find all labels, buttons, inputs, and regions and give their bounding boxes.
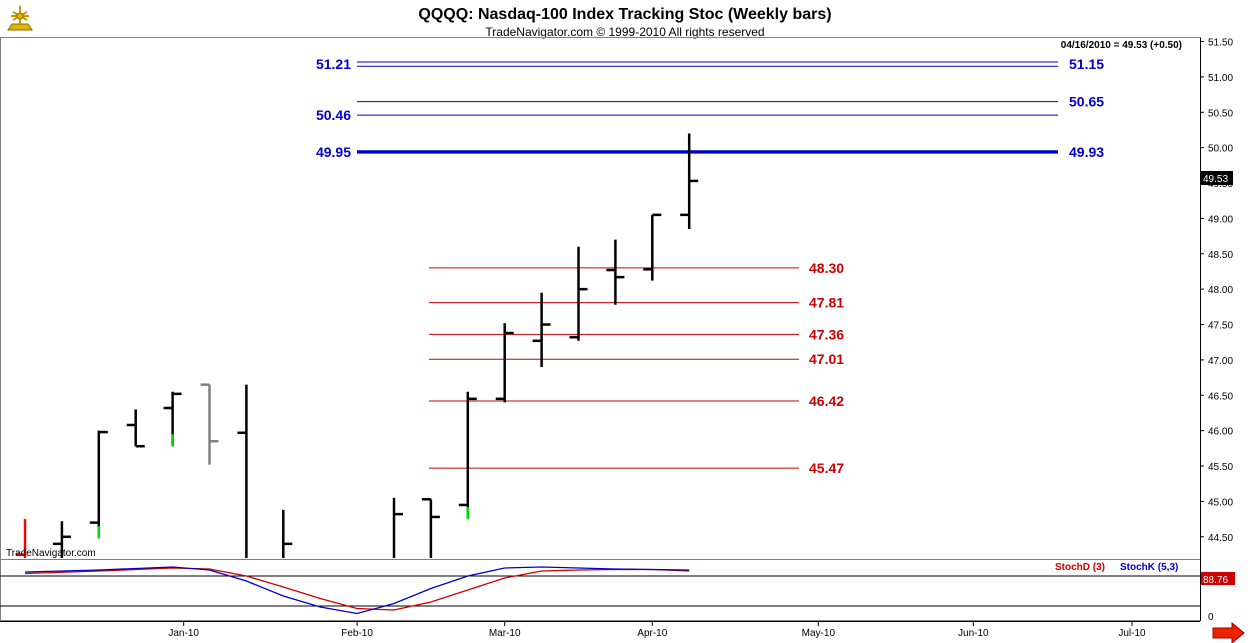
ohlc-bar bbox=[163, 391, 182, 447]
copyright-text: TradeNavigator.com © 1999-2010 All right… bbox=[485, 25, 764, 39]
ohlc-bar bbox=[200, 383, 219, 465]
support-label: 47.81 bbox=[809, 295, 844, 311]
ohlc-bar bbox=[421, 498, 440, 558]
date-tick-label: Feb-10 bbox=[341, 628, 373, 639]
date-axis: Jan-10 Feb-10 Mar-10 Apr-10 May-10 Jun-10 Jul-… bbox=[168, 621, 1146, 639]
price-tick-label: 46.00 bbox=[1208, 427, 1233, 438]
date-tick-label: Mar-10 bbox=[489, 628, 521, 639]
stoch-value-label: 88.76 bbox=[1203, 575, 1228, 586]
ohlc-bar bbox=[569, 246, 588, 341]
ohlc-bar bbox=[282, 509, 293, 558]
price-tick-label: 46.50 bbox=[1208, 391, 1233, 402]
price-tick-label: 48.50 bbox=[1208, 250, 1233, 261]
price-axis: 44.50 45.00 45.50 46.00 46.50 47.00 47.50 48.00… bbox=[1200, 38, 1233, 621]
scroll-right-arrow-icon[interactable] bbox=[1212, 621, 1245, 643]
ohlc-bar bbox=[606, 239, 625, 305]
stoch-value-box bbox=[1201, 572, 1235, 585]
price-tick-label: 51.50 bbox=[1208, 38, 1233, 49]
ohlc-bar bbox=[237, 384, 248, 558]
resistance-label-left: 49.95 bbox=[316, 144, 351, 160]
resistance-label-right: 50.65 bbox=[1069, 94, 1104, 110]
resistance-label-left: 51.21 bbox=[316, 56, 351, 72]
last-price-info: 04/16/2010 = 49.53 (+0.50) bbox=[1061, 40, 1182, 51]
ohlc-bar bbox=[52, 521, 71, 558]
watermark: TradeNavigator.com bbox=[6, 548, 96, 559]
date-tick-label: Jan-10 bbox=[168, 628, 199, 639]
support-label: 45.47 bbox=[809, 460, 844, 476]
ohlc-bar bbox=[392, 497, 403, 558]
date-tick-label: May-10 bbox=[802, 628, 836, 639]
ohlc-bar bbox=[643, 213, 662, 281]
price-tick-label: 47.00 bbox=[1208, 356, 1233, 367]
logo-icon[interactable] bbox=[4, 4, 36, 36]
price-tick-label: 49.00 bbox=[1208, 214, 1233, 225]
support-label: 48.30 bbox=[809, 260, 844, 276]
ohlc-bar bbox=[126, 409, 145, 448]
support-label: 47.01 bbox=[809, 351, 844, 367]
stoch-d-line bbox=[24, 567, 690, 611]
resistance-label-right: 49.93 bbox=[1069, 144, 1104, 160]
date-tick-label: Jul-10 bbox=[1118, 628, 1146, 639]
ohlc-bars bbox=[16, 133, 699, 558]
price-tick-label: 44.50 bbox=[1208, 533, 1233, 544]
date-tick-label: Apr-10 bbox=[637, 628, 667, 639]
last-price-box bbox=[1201, 171, 1233, 185]
stoch-k-legend: StochK (5,3) bbox=[1120, 562, 1178, 573]
ohlc-bar bbox=[680, 133, 699, 230]
ohlc-bar bbox=[16, 519, 27, 558]
resistance-label-left: 50.46 bbox=[316, 107, 351, 123]
price-tick-label: 45.50 bbox=[1208, 462, 1233, 473]
ohlc-bar bbox=[532, 292, 551, 367]
date-tick-label: Jun-10 bbox=[958, 628, 989, 639]
ohlc-bar bbox=[495, 323, 514, 403]
resistance-label-right: 51.15 bbox=[1069, 56, 1104, 72]
stochastic-panel bbox=[0, 566, 1200, 615]
stoch-k-line bbox=[24, 566, 690, 615]
stoch-d-legend: StochD (3) bbox=[1055, 562, 1105, 573]
ohlc-bar bbox=[89, 430, 108, 539]
ohlc-bar bbox=[458, 391, 477, 520]
chart-title: QQQQ: Nasdaq-100 Index Tracking Stoc (We… bbox=[418, 6, 831, 23]
price-tick-label: 50.00 bbox=[1208, 144, 1233, 155]
last-price-label: 49.53 bbox=[1203, 174, 1228, 185]
stoch-axis-zero: 0 bbox=[1208, 612, 1214, 623]
price-tick-label: 47.50 bbox=[1208, 321, 1233, 332]
price-tick-label: 50.50 bbox=[1208, 108, 1233, 119]
price-levels: 51.21 51.15 50.65 50.46 49.95 49.93 48.30 47.81… bbox=[316, 56, 1104, 476]
support-label: 47.36 bbox=[809, 326, 844, 342]
price-tick-label: 51.00 bbox=[1208, 73, 1233, 84]
price-panel-frame bbox=[0, 37, 1201, 560]
price-tick-label: 48.00 bbox=[1208, 285, 1233, 296]
support-label: 46.42 bbox=[809, 393, 844, 409]
price-tick-label: 45.00 bbox=[1208, 497, 1233, 508]
